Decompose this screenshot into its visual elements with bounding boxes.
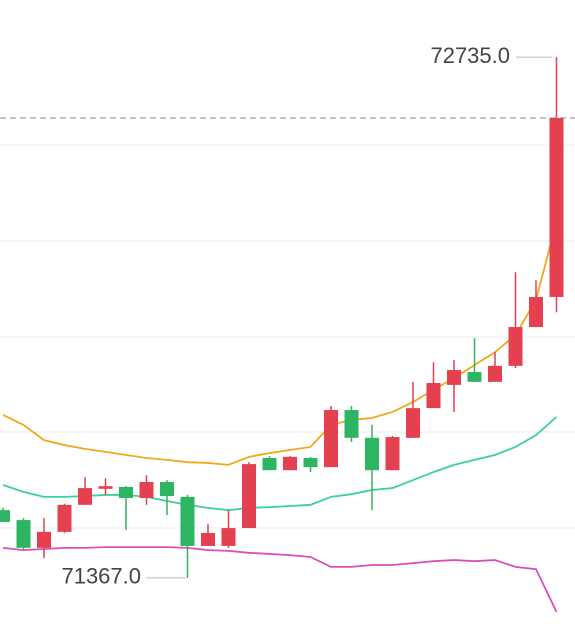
- candle-body: [303, 458, 318, 468]
- candle-body: [180, 496, 195, 546]
- candle-body: [262, 458, 277, 471]
- low-label: 71367.0: [61, 564, 141, 589]
- candle-body: [344, 410, 359, 438]
- candle-body: [201, 533, 215, 546]
- candle-body: [221, 528, 236, 546]
- candle-body: [406, 408, 420, 438]
- candle-body: [529, 296, 543, 328]
- candle-body: [508, 327, 523, 366]
- ma-line: [2, 416, 558, 512]
- candle-body: [283, 456, 297, 471]
- candle-body: [324, 410, 338, 468]
- candle-body: [78, 488, 92, 505]
- candle-body: [467, 371, 482, 382]
- candle-body: [426, 383, 441, 409]
- ma-line: [2, 221, 558, 466]
- candle-body: [447, 370, 461, 385]
- candle-body: [160, 481, 174, 497]
- candle-body: [37, 531, 51, 548]
- candle-body: [16, 520, 31, 548]
- candle-body: [549, 118, 564, 297]
- candle-body: [242, 464, 256, 529]
- candle-body: [57, 504, 72, 532]
- candle-body: [488, 365, 502, 382]
- candle-body: [119, 486, 133, 498]
- high-label: 72735.0: [430, 43, 510, 68]
- candle-body: [365, 437, 379, 471]
- candle-body: [139, 481, 154, 498]
- candle-body: [385, 437, 400, 471]
- candle-body: [0, 510, 10, 522]
- candle-body: [98, 486, 113, 489]
- ma-line: [2, 546, 558, 613]
